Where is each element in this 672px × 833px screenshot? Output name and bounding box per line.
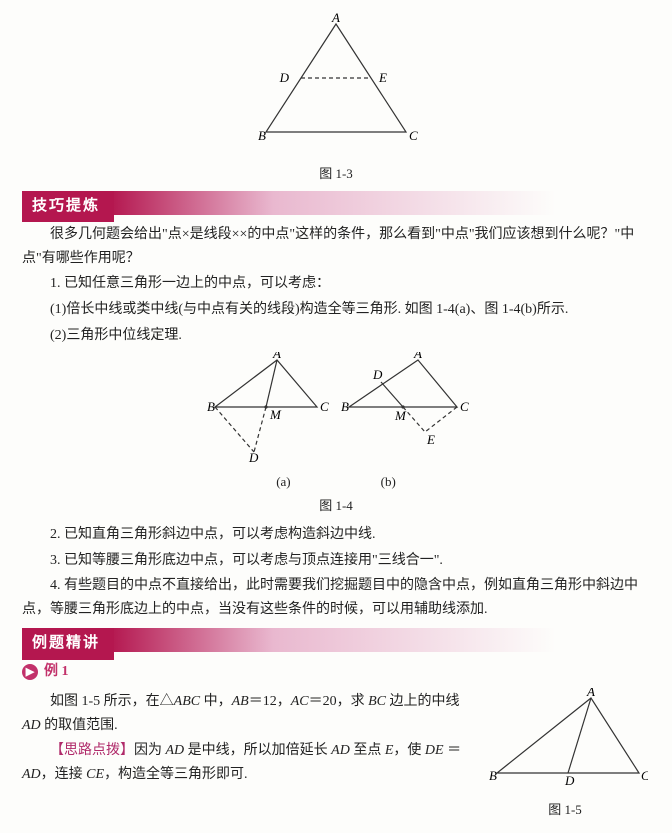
figure-1-4b-sub: (b) [381,471,396,493]
svg-text:C: C [641,768,648,783]
svg-text:C: C [460,399,469,414]
figure-1-5-svg: A B C D [483,688,648,788]
svg-text:E: E [378,70,387,85]
example-1-marker: ▶ 例 1 [22,660,650,684]
tip-item-1a: (1)倍长中线或类中线(与中点有关的线段)构造全等三角形. 如图 1-4(a)、… [22,298,650,322]
svg-text:A: A [331,12,340,25]
svg-text:A: A [272,352,281,361]
svg-text:M: M [269,407,282,422]
figure-1-5-caption: 图 1-5 [480,799,650,821]
play-icon: ▶ [22,664,38,680]
svg-text:E: E [426,432,435,447]
section-example-title: 例题精讲 [22,628,114,660]
svg-text:A: A [586,688,595,699]
figure-1-4-caption: 图 1-4 [22,495,650,517]
svg-text:D: D [564,773,575,788]
svg-text:D: D [372,367,383,382]
svg-text:B: B [489,768,497,783]
svg-text:C: C [320,399,329,414]
figure-1-3: A B C D E 图 1-3 [22,12,650,185]
svg-text:B: B [258,128,266,143]
section-tip-title: 技巧提炼 [22,191,114,223]
tip-item-4: 4. 有些题目的中点不直接给出，此时需要我们挖掘题目中的隐含中点，例如直角三角形… [22,574,650,622]
figure-1-4: A B C M D A B C D M E (a) (b) 图 1-4 [22,352,650,517]
figure-1-3-caption: 图 1-3 [22,163,650,185]
tip-intro: 很多几何题会给出"点×是线段××的中点"这样的条件，那么看到"中点"我们应该想到… [22,223,650,271]
example-1-problem: 如图 1-5 所示，在△ABC 中，AB＝12，AC＝20，求 BC 边上的中线… [22,690,466,738]
svg-text:M: M [394,408,407,423]
svg-text:D: D [279,70,290,85]
figure-1-4b-svg: A B C D M E [333,352,473,462]
svg-text:C: C [409,128,418,143]
svg-text:D: D [248,450,259,462]
section-tip-header: 技巧提炼 [22,191,650,215]
section-example-header: 例题精讲 [22,628,650,652]
tip-item-1: 1. 已知任意三角形一边上的中点，可以考虑： [22,272,650,296]
figure-1-5: A B C D 图 1-5 [480,688,650,821]
hint-label: 【思路点拨】 [50,743,134,758]
tip-item-3: 3. 已知等腰三角形底边中点，可以考虑与顶点连接用"三线合一". [22,549,650,573]
triangle-de-svg: A B C D E [231,12,441,152]
svg-text:B: B [207,399,215,414]
tip-item-1b: (2)三角形中位线定理. [22,324,650,348]
tip-item-2: 2. 已知直角三角形斜边中点，可以考虑构造斜边中线. [22,523,650,547]
svg-text:A: A [413,352,422,361]
svg-text:B: B [341,399,349,414]
example-1-hint: 【思路点拨】因为 AD 是中线，所以加倍延长 AD 至点 E，使 DE ＝ AD… [22,739,466,787]
figure-1-4a-svg: A B C M D [199,352,329,462]
example-1-label: 例 1 [44,660,69,684]
figure-1-4a-sub: (a) [276,471,290,493]
